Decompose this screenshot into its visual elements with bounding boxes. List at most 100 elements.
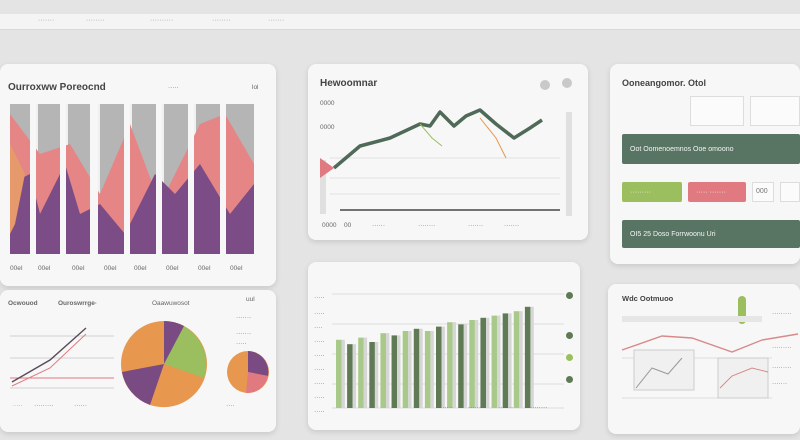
pie-slice (122, 364, 164, 405)
area-chart (10, 104, 254, 254)
bottom-label: ···· (226, 402, 235, 409)
side-label: ········· (772, 364, 792, 371)
legend-dot[interactable] (566, 376, 573, 383)
x-tick: 00eI (10, 265, 23, 272)
x-tick: 00el (38, 265, 51, 272)
panel-title: Ourroxww Poreocnd (8, 82, 106, 93)
bar (413, 328, 420, 408)
bar-shadow (519, 311, 523, 408)
bar-shadow (530, 306, 534, 408)
side-label: ········· (772, 344, 792, 351)
bar (513, 311, 520, 408)
legend-dot[interactable] (566, 354, 573, 361)
bottom-label: ······· (498, 404, 514, 411)
toggle-switch[interactable] (738, 296, 746, 324)
topbar-item[interactable]: ······· (268, 17, 285, 24)
bar (469, 320, 475, 408)
bar-shadow (474, 320, 479, 408)
panel-meta: ····· (168, 84, 179, 91)
pie-slice (150, 364, 204, 408)
pie-chart-small (227, 351, 269, 394)
y-tick: ···· (314, 324, 323, 331)
secondary-action-button[interactable]: OI5 25 Doso Forrwoonu Uri (622, 220, 800, 248)
series-main (332, 108, 543, 170)
y-scroll[interactable] (320, 160, 326, 214)
bar (369, 342, 375, 408)
panel-pie-line: Ocwouod Ouroswrrge· Oaawuwosot uul ·····… (0, 290, 276, 432)
bar-shadow (341, 339, 345, 408)
green-button[interactable]: ········· (622, 182, 682, 202)
label-left: Ocwouod (8, 300, 38, 307)
panel-title: Wdc Ootmuoo (622, 294, 674, 303)
area-orange-layer (10, 144, 25, 234)
mini-line (11, 327, 87, 383)
x-tick: 00eI (166, 265, 179, 272)
side-label: ······· (236, 330, 252, 337)
label-mid: Ouroswrrge· (58, 300, 98, 307)
x-tick: 00eI (198, 265, 211, 272)
bar (424, 331, 431, 408)
side-label: ······· (236, 314, 252, 321)
y-tick: ····· (314, 380, 325, 387)
side-label: ······· (772, 380, 788, 387)
small-button-2[interactable] (780, 182, 800, 202)
legend-dot[interactable] (566, 292, 573, 299)
bar-shadow (486, 317, 490, 408)
panel-area-chart: Ourroxww Poreocnd ····· lol 0 (0, 64, 276, 286)
small-button[interactable]: 000 (752, 182, 774, 202)
bar (491, 315, 498, 408)
bar (380, 333, 386, 408)
bar (358, 337, 364, 408)
bar-shadow (397, 335, 401, 408)
bar (436, 326, 442, 408)
bar (502, 313, 509, 408)
line-chart (320, 108, 560, 211)
topbar-item[interactable]: ········ (86, 17, 105, 24)
more-icon[interactable] (562, 78, 572, 88)
scrollbar[interactable] (566, 112, 572, 216)
panel-line-chart: Hewoomnar 0000 0000 0000 00 ······ ·····… (308, 64, 588, 240)
bar-shadow (452, 322, 456, 408)
x-tick: ········ (418, 222, 436, 229)
series-secondary (419, 123, 443, 147)
bar (458, 324, 464, 408)
pink-button[interactable]: ····· ······· (688, 182, 746, 202)
primary-action-button[interactable]: Oot Oomenoemnos Ooe omoono (622, 134, 800, 164)
bottom-label: ········· (34, 402, 54, 409)
bar (524, 306, 531, 408)
kpi-card[interactable] (690, 96, 744, 126)
y-tick: ····· (314, 338, 325, 345)
pie-slice (164, 321, 184, 364)
panel-title: Ooneangomor. Otol (622, 78, 707, 88)
panel-bar-chart: ····· ····· ···· ····· ····· ····· ·····… (308, 262, 580, 430)
x-tick: ······· (468, 222, 484, 229)
bottom-label: ········ (530, 404, 548, 411)
y-tick: ····· (314, 366, 325, 373)
bar-shadow (441, 326, 445, 408)
bar (347, 344, 353, 408)
trend-chart (621, 333, 799, 399)
topbar-item[interactable]: ········ (212, 17, 231, 24)
y-tick: ····· (314, 294, 325, 301)
bar (447, 322, 453, 408)
bar-shadow (508, 313, 512, 408)
bar-shadow (497, 315, 501, 408)
label-pie: Oaawuwosot (152, 300, 190, 307)
bar-shadow (363, 337, 368, 408)
bar (402, 331, 409, 408)
topbar-item[interactable]: ······· (38, 17, 55, 24)
trend-line (621, 333, 799, 353)
panel-meta-2: lol (252, 84, 259, 91)
bar (391, 335, 398, 408)
panel-title: Hewoomnar (320, 78, 378, 89)
settings-icon[interactable] (540, 80, 550, 90)
bar-shadow (408, 331, 412, 408)
legend-dot[interactable] (566, 332, 573, 339)
kpi-card[interactable] (750, 96, 800, 126)
bar-chart (332, 293, 564, 409)
topbar-item[interactable]: ·········· (150, 17, 174, 24)
bar (480, 317, 486, 408)
x-tick: ······· (504, 222, 520, 229)
side-label: uul (246, 296, 255, 303)
progress-track (622, 316, 762, 322)
